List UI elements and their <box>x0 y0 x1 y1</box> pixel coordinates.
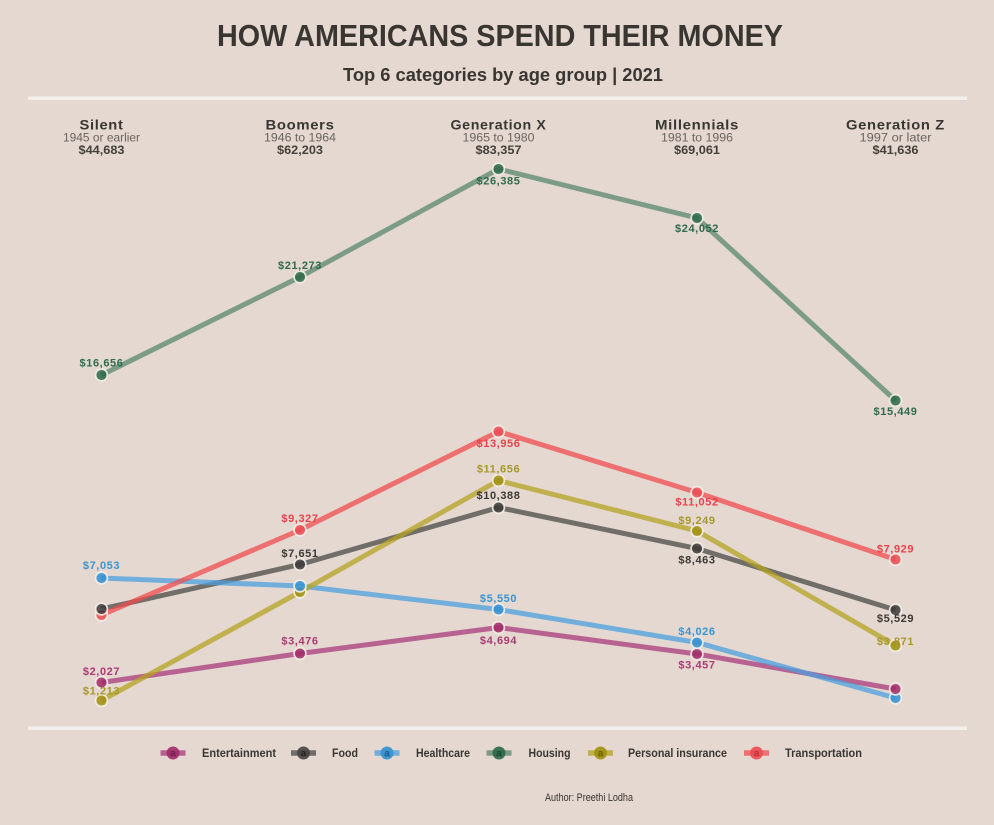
svg-text:Generation Z: Generation Z <box>846 118 945 133</box>
svg-text:a: a <box>598 749 604 760</box>
svg-text:$7,651: $7,651 <box>281 548 318 560</box>
svg-text:$41,636: $41,636 <box>873 143 919 157</box>
svg-text:$24,052: $24,052 <box>675 223 719 235</box>
svg-text:$9,249: $9,249 <box>678 515 715 527</box>
svg-text:Personal insurance: Personal insurance <box>628 746 727 760</box>
svg-text:$16,656: $16,656 <box>80 358 124 370</box>
svg-text:$7,053: $7,053 <box>83 560 120 572</box>
svg-text:$8,463: $8,463 <box>678 555 715 567</box>
svg-text:Food: Food <box>332 746 358 760</box>
svg-text:Transportation: Transportation <box>785 746 862 760</box>
svg-text:$13,956: $13,956 <box>477 438 521 450</box>
svg-text:$21,273: $21,273 <box>278 260 322 272</box>
svg-text:$4,694: $4,694 <box>480 635 518 647</box>
svg-text:Generation X: Generation X <box>451 118 547 133</box>
svg-text:Boomers: Boomers <box>266 118 335 133</box>
svg-text:$26,385: $26,385 <box>477 176 521 188</box>
svg-text:1965 to 1980: 1965 to 1980 <box>463 131 535 145</box>
svg-text:a: a <box>754 749 760 760</box>
svg-text:Silent: Silent <box>80 118 124 133</box>
svg-text:Top 6 categories by age group: Top 6 categories by age group | 2021 <box>343 65 663 85</box>
svg-text:$1,213: $1,213 <box>83 686 120 698</box>
svg-text:$83,357: $83,357 <box>476 143 522 157</box>
svg-text:$11,656: $11,656 <box>477 464 520 476</box>
svg-text:$9,327: $9,327 <box>281 513 318 525</box>
svg-text:a: a <box>384 749 390 760</box>
svg-text:1997 or later: 1997 or later <box>860 131 932 145</box>
svg-text:1981 to 1996: 1981 to 1996 <box>661 131 733 145</box>
svg-text:$15,449: $15,449 <box>874 406 918 418</box>
svg-text:HOW AMERICANS SPEND THEIR MONE: HOW AMERICANS SPEND THEIR MONEY <box>217 18 783 53</box>
svg-text:a: a <box>170 749 176 760</box>
svg-text:a: a <box>301 749 307 760</box>
svg-text:1945 or earlier: 1945 or earlier <box>63 131 140 145</box>
svg-text:$69,061: $69,061 <box>674 143 720 157</box>
svg-text:Housing: Housing <box>529 746 571 760</box>
svg-text:$3,457: $3,457 <box>678 660 715 672</box>
svg-text:$62,203: $62,203 <box>277 143 323 157</box>
svg-text:$4,026: $4,026 <box>678 626 715 638</box>
svg-text:$3,476: $3,476 <box>281 636 318 648</box>
svg-text:$5,550: $5,550 <box>480 593 517 605</box>
svg-text:a: a <box>496 749 502 760</box>
svg-text:$3,871: $3,871 <box>877 636 914 648</box>
svg-text:1946 to 1964: 1946 to 1964 <box>264 131 336 145</box>
svg-text:Healthcare: Healthcare <box>416 746 470 760</box>
svg-text:Author: Preethi Lodha: Author: Preethi Lodha <box>545 792 634 804</box>
svg-text:$11,052: $11,052 <box>675 497 718 509</box>
svg-text:Entertainment: Entertainment <box>202 746 276 760</box>
svg-text:$5,529: $5,529 <box>877 613 914 625</box>
svg-text:$2,027: $2,027 <box>83 666 120 678</box>
svg-text:Millennials: Millennials <box>655 118 739 133</box>
svg-text:$10,388: $10,388 <box>477 490 521 502</box>
svg-text:$7,929: $7,929 <box>877 544 914 556</box>
svg-text:$44,683: $44,683 <box>79 143 125 157</box>
